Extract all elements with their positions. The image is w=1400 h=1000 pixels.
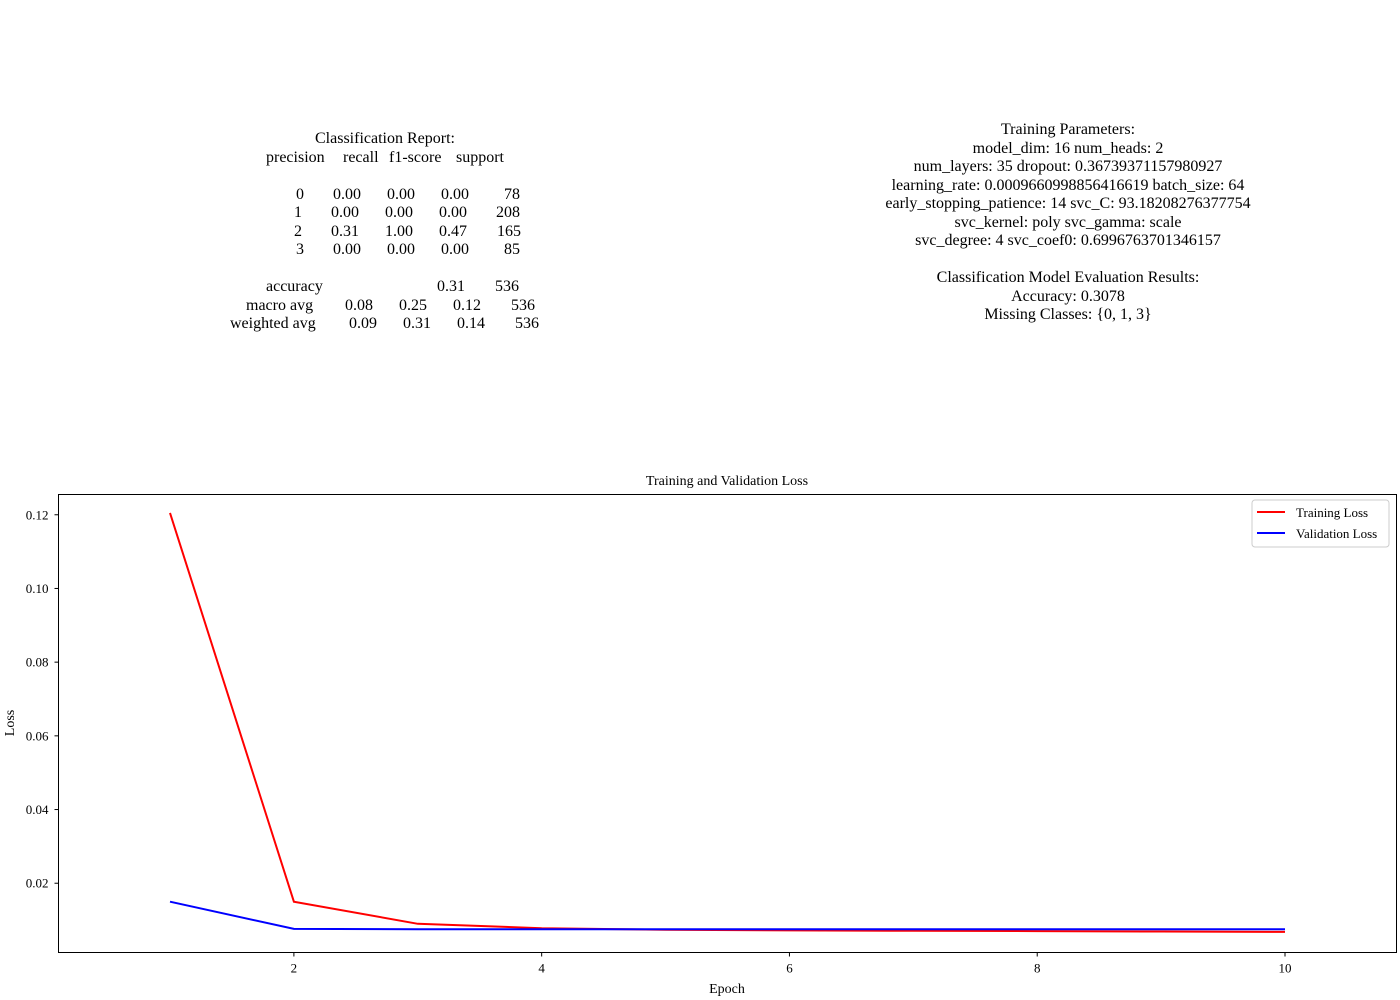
chart-title: Training and Validation Loss <box>646 474 808 489</box>
y-axis-label: Loss <box>3 710 18 736</box>
legend-training-label: Training Loss <box>1296 505 1368 520</box>
x-tick-label: 2 <box>291 961 298 976</box>
f1-value: 0.47 <box>439 222 467 240</box>
recall-value: 0.00 <box>387 241 415 258</box>
x-tick-label: 4 <box>538 961 545 976</box>
accuracy-row: accuracy 0.31 536 <box>225 278 545 297</box>
params-line: num_layers: 35 dropout: 0.36739371157980… <box>913 158 1223 175</box>
support-value: 208 <box>496 204 520 221</box>
weighted-f1-value: 0.14 <box>457 315 485 332</box>
recall-value: 0.00 <box>385 204 413 221</box>
x-tick-label: 8 <box>1034 961 1041 976</box>
y-tick-label: 0.02 <box>26 876 49 891</box>
header-recall: recall <box>343 148 379 166</box>
class-label: 1 <box>294 204 302 221</box>
results-accuracy: Accuracy: 0.3078 <box>1011 287 1125 305</box>
precision-value: 0.00 <box>331 204 359 221</box>
y-tick-label: 0.04 <box>26 802 49 817</box>
params-line: svc_kernel: poly svc_gamma: scale <box>954 213 1182 231</box>
validation-loss-line <box>169 900 1285 931</box>
macro-precision-value: 0.08 <box>345 296 373 314</box>
weighted-recall-value: 0.31 <box>403 315 431 332</box>
report-header-row: precision recall f1-score support <box>225 149 545 168</box>
f1-value: 0.00 <box>439 204 467 221</box>
results-missing-classes: Missing Classes: {0, 1, 3} <box>984 306 1152 323</box>
recall-value: 1.00 <box>385 222 413 240</box>
y-tick-label: 0.12 <box>26 507 49 522</box>
precision-value: 0.00 <box>333 241 361 258</box>
plot-frame <box>58 494 1397 953</box>
precision-value: 0.00 <box>333 185 361 203</box>
f1-value: 0.00 <box>441 241 469 258</box>
class-label: 2 <box>294 222 302 240</box>
support-value: 78 <box>504 185 520 203</box>
report-title: Classification Report: <box>315 130 455 147</box>
macro-f1-value: 0.12 <box>453 296 481 314</box>
x-axis-label: Epoch <box>709 982 745 997</box>
classification-report: Classification Report: precision recall … <box>225 130 545 334</box>
training-loss-line <box>169 512 1286 933</box>
accuracy-label: accuracy <box>266 278 323 295</box>
accuracy-f1-value: 0.31 <box>437 278 465 295</box>
support-value: 165 <box>497 222 521 240</box>
report-row: 0 0.00 0.00 0.00 78 <box>225 186 545 205</box>
report-row: 2 0.31 1.00 0.47 165 <box>225 223 545 242</box>
f1-value: 0.00 <box>441 185 469 203</box>
macro-avg-label: macro avg <box>246 296 314 314</box>
weighted-support-value: 536 <box>515 315 539 332</box>
params-line: learning_rate: 0.0009660998856416619 bat… <box>891 176 1245 194</box>
weighted-precision-value: 0.09 <box>349 315 377 332</box>
legend-validation-label: Validation Loss <box>1296 526 1377 541</box>
header-f1-score: f1-score <box>389 148 442 166</box>
y-tick-label: 0.08 <box>26 655 49 670</box>
report-row: 3 0.00 0.00 0.00 85 <box>225 241 545 260</box>
class-label: 3 <box>296 241 304 258</box>
weighted-avg-row: weighted avg 0.09 0.31 0.14 536 <box>225 315 545 334</box>
header-support: support <box>456 148 504 166</box>
header-precision: precision <box>266 148 325 166</box>
x-tick-label: 10 <box>1279 961 1292 976</box>
recall-value: 0.00 <box>387 185 415 203</box>
report-row: 1 0.00 0.00 0.00 208 <box>225 204 545 223</box>
support-value: 85 <box>504 241 520 258</box>
params-line: svc_degree: 4 svc_coef0: 0.6996763701346… <box>915 232 1221 249</box>
legend: Training Loss Validation Loss <box>1251 499 1390 548</box>
macro-recall-value: 0.25 <box>399 296 427 314</box>
legend-box <box>1251 499 1390 548</box>
params-title: Training Parameters: <box>1000 121 1136 138</box>
accuracy-support-value: 536 <box>495 278 519 295</box>
weighted-avg-label: weighted avg <box>230 315 316 332</box>
class-label: 0 <box>296 185 304 203</box>
precision-value: 0.31 <box>331 222 359 240</box>
macro-support-value: 536 <box>511 296 535 314</box>
y-tick-label: 0.10 <box>26 581 49 596</box>
training-parameters: Training Parameters: model_dim: 16 num_h… <box>818 121 1318 325</box>
results-title: Classification Model Evaluation Results: <box>936 269 1200 286</box>
macro-avg-row: macro avg 0.08 0.25 0.12 536 <box>225 297 545 316</box>
params-line: model_dim: 16 num_heads: 2 <box>972 139 1164 157</box>
y-tick-label: 0.06 <box>26 728 49 743</box>
x-tick-label: 6 <box>786 961 793 976</box>
params-line: early_stopping_patience: 14 svc_C: 93.18… <box>885 195 1251 212</box>
